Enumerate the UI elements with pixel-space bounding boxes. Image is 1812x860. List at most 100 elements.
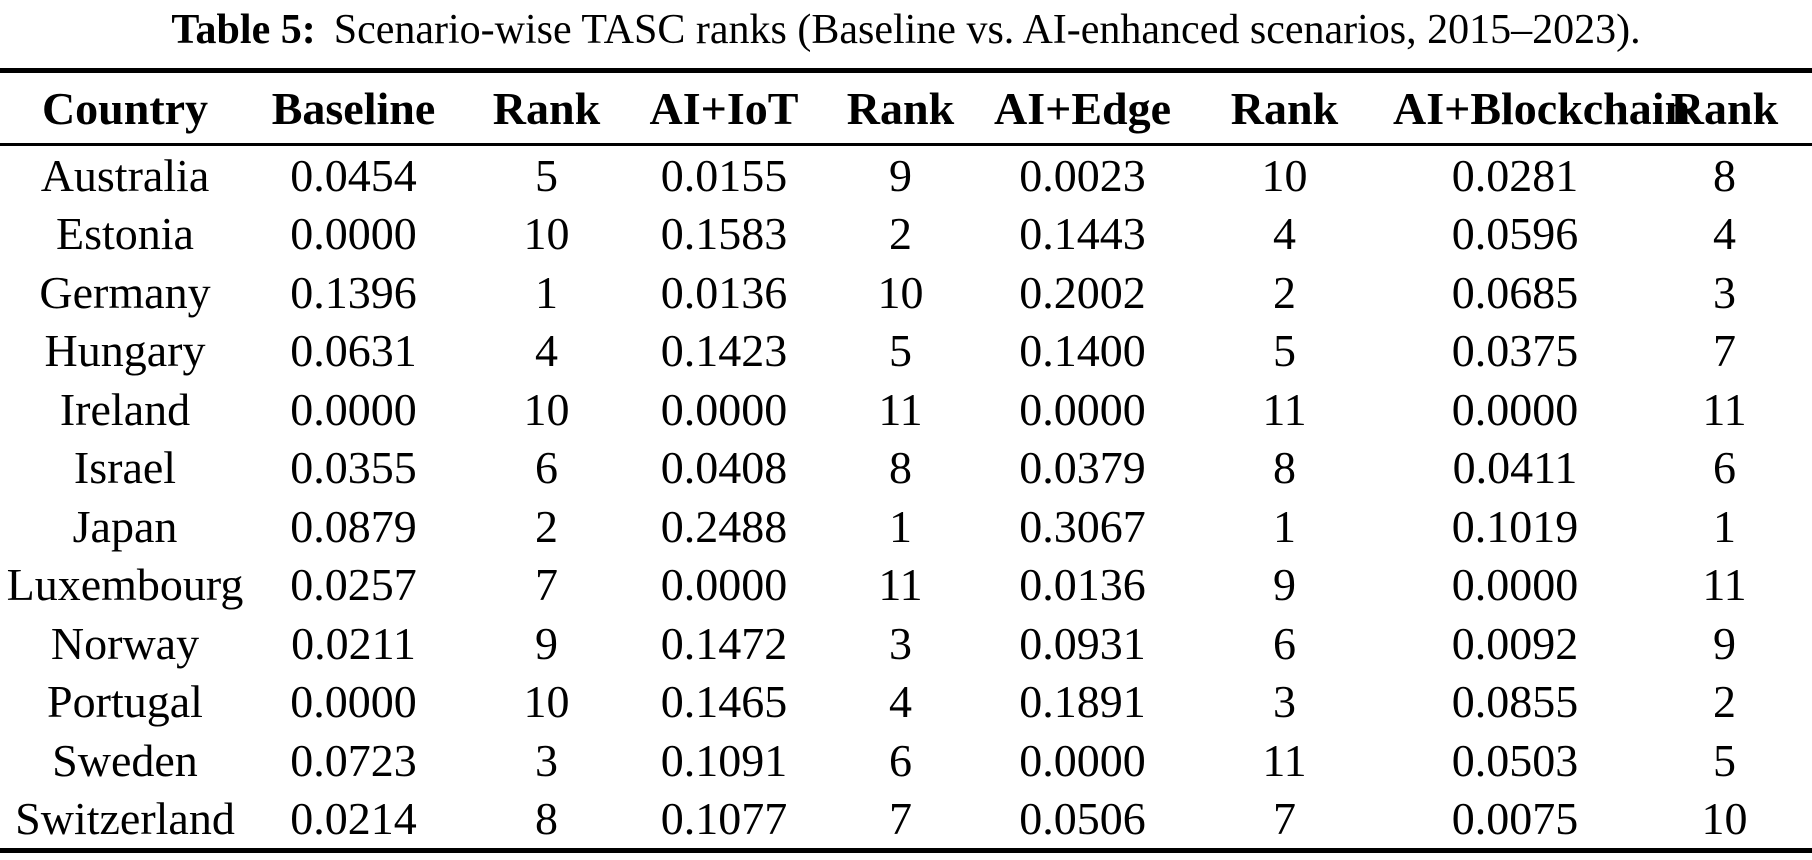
cell-ai-blockchain: 0.0855	[1451, 676, 1579, 728]
cell-baseline: 0.0631	[290, 325, 417, 377]
cell-ai-blockchain: 0.0375	[1451, 325, 1579, 377]
cell-rank-1: 9	[535, 617, 558, 669]
cell-rank-3: 5	[1273, 325, 1296, 377]
cell-rank-1: 10	[523, 208, 570, 260]
column-header-rank-3: Rank	[1176, 70, 1393, 146]
table-row: Australia 0.0454 5 0.0155 9 0.0023 10 0.0281 8	[0, 145, 1812, 205]
table-row: Portugal 0.0000 10 0.1465 4 0.1891 3 0.0855 2	[0, 673, 1812, 732]
cell-rank-2: 3	[889, 617, 912, 669]
cell-ai-blockchain: 0.0281	[1451, 149, 1579, 201]
country-cell: Ireland	[59, 383, 191, 435]
cell-ai-iot: 0.0000	[660, 383, 788, 435]
cell-rank-4: 3	[1713, 266, 1736, 318]
cell-rank-4: 10	[1701, 793, 1748, 845]
cell-rank-1: 8	[535, 793, 558, 845]
cell-ai-blockchain: 0.0075	[1451, 793, 1579, 845]
cell-rank-3: 11	[1262, 383, 1307, 435]
cell-ai-edge: 0.0023	[1019, 149, 1146, 201]
cell-baseline: 0.0000	[290, 676, 417, 728]
cell-ai-iot: 0.0000	[660, 559, 788, 611]
cell-rank-4: 2	[1713, 676, 1736, 728]
country-cell: Japan	[72, 500, 178, 552]
cell-baseline: 0.0000	[290, 383, 417, 435]
cell-ai-iot: 0.0408	[660, 442, 788, 494]
cell-rank-2: 2	[889, 208, 912, 260]
caption-text: Scenario-wise TASC ranks (Baseline vs. A…	[333, 7, 1641, 53]
cell-baseline: 0.0879	[290, 500, 417, 552]
cell-ai-edge: 0.1443	[1019, 208, 1146, 260]
caption-label: Table 5:	[171, 7, 316, 53]
cell-rank-1: 10	[523, 383, 570, 435]
table-header: Country Baseline Rank AI+IoT Rank AI+Edge Rank…	[0, 70, 1812, 146]
cell-rank-1: 1	[535, 266, 558, 318]
cell-ai-edge: 0.3067	[1019, 500, 1146, 552]
cell-ai-iot: 0.1077	[660, 793, 788, 845]
cell-ai-edge: 0.1400	[1019, 325, 1146, 377]
cell-rank-2: 5	[889, 325, 912, 377]
cell-ai-blockchain: 0.0596	[1451, 208, 1579, 260]
table-row: Luxembourg 0.0257 7 0.0000 11 0.0136 9 0.0000 11	[0, 556, 1812, 615]
table-header-row: Country Baseline Rank AI+IoT Rank AI+Edge Rank…	[0, 70, 1812, 146]
cell-rank-4: 5	[1713, 734, 1736, 786]
table-row: Sweden 0.0723 3 0.1091 6 0.0000 11 0.0503 5	[0, 731, 1812, 790]
cell-rank-3: 4	[1273, 208, 1296, 260]
cell-rank-3: 11	[1262, 734, 1307, 786]
cell-ai-edge: 0.2002	[1019, 266, 1146, 318]
cell-rank-3: 7	[1273, 793, 1296, 845]
cell-rank-2: 4	[889, 676, 912, 728]
table-body: Australia 0.0454 5 0.0155 9 0.0023 10 0.0281 8 Es…	[0, 145, 1812, 851]
country-cell: Hungary	[44, 325, 206, 377]
cell-ai-edge: 0.0000	[1019, 383, 1146, 435]
cell-ai-iot: 0.1091	[660, 734, 788, 786]
cell-rank-1: 10	[523, 676, 570, 728]
cell-baseline: 0.0211	[291, 617, 416, 669]
table-row: Germany 0.1396 1 0.0136 10 0.2002 2 0.0685 3	[0, 263, 1812, 322]
country-cell: Estonia	[56, 208, 194, 260]
cell-ai-iot: 0.1465	[660, 676, 788, 728]
cell-ai-iot: 0.0155	[660, 149, 788, 201]
cell-rank-1: 7	[535, 559, 558, 611]
column-header-ai-edge: AI+Edge	[989, 70, 1176, 146]
cell-rank-1: 6	[535, 442, 558, 494]
cell-ai-blockchain: 0.0685	[1451, 266, 1579, 318]
cell-ai-iot: 0.0136	[660, 266, 788, 318]
table-row: Switzerland 0.0214 8 0.1077 7 0.0506 7 0.0075 10	[0, 790, 1812, 851]
cell-baseline: 0.0723	[290, 734, 417, 786]
column-header-ai-iot: AI+IoT	[636, 70, 812, 146]
cell-rank-3: 6	[1273, 617, 1296, 669]
cell-rank-2: 1	[889, 500, 912, 552]
country-cell: Portugal	[47, 676, 203, 728]
country-cell: Switzerland	[15, 793, 235, 845]
table-row: Norway 0.0211 9 0.1472 3 0.0931 6 0.0092 9	[0, 614, 1812, 673]
cell-ai-blockchain: 0.0503	[1451, 734, 1579, 786]
cell-ai-edge: 0.0931	[1019, 617, 1146, 669]
cell-rank-3: 8	[1273, 442, 1296, 494]
country-cell: Sweden	[52, 734, 198, 786]
cell-rank-3: 10	[1261, 149, 1308, 201]
cell-rank-2: 11	[878, 559, 923, 611]
cell-ai-edge: 0.0136	[1019, 559, 1146, 611]
cell-rank-2: 10	[877, 266, 924, 318]
cell-rank-4: 7	[1713, 325, 1736, 377]
cell-ai-blockchain: 0.0000	[1451, 559, 1579, 611]
cell-rank-4: 4	[1713, 208, 1736, 260]
table-row: Hungary 0.0631 4 0.1423 5 0.1400 5 0.0375 7	[0, 322, 1812, 381]
cell-rank-2: 6	[889, 734, 912, 786]
cell-ai-iot: 0.1583	[660, 208, 788, 260]
cell-ai-edge: 0.0000	[1019, 734, 1146, 786]
cell-rank-1: 5	[535, 149, 558, 201]
column-header-country: Country	[0, 70, 250, 146]
cell-rank-3: 2	[1273, 266, 1296, 318]
cell-ai-blockchain: 0.0092	[1451, 617, 1579, 669]
table-row: Japan 0.0879 2 0.2488 1 0.3067 1 0.1019 1	[0, 497, 1812, 556]
cell-rank-1: 4	[535, 325, 558, 377]
column-header-rank-1: Rank	[457, 70, 636, 146]
cell-rank-4: 8	[1713, 149, 1736, 201]
cell-ai-iot: 0.1423	[660, 325, 788, 377]
cell-rank-1: 3	[535, 734, 558, 786]
table-row: Israel 0.0355 6 0.0408 8 0.0379 8 0.0411 6	[0, 439, 1812, 498]
cell-baseline: 0.0257	[290, 559, 417, 611]
cell-ai-iot: 0.1472	[660, 617, 788, 669]
cell-rank-2: 9	[889, 149, 912, 201]
